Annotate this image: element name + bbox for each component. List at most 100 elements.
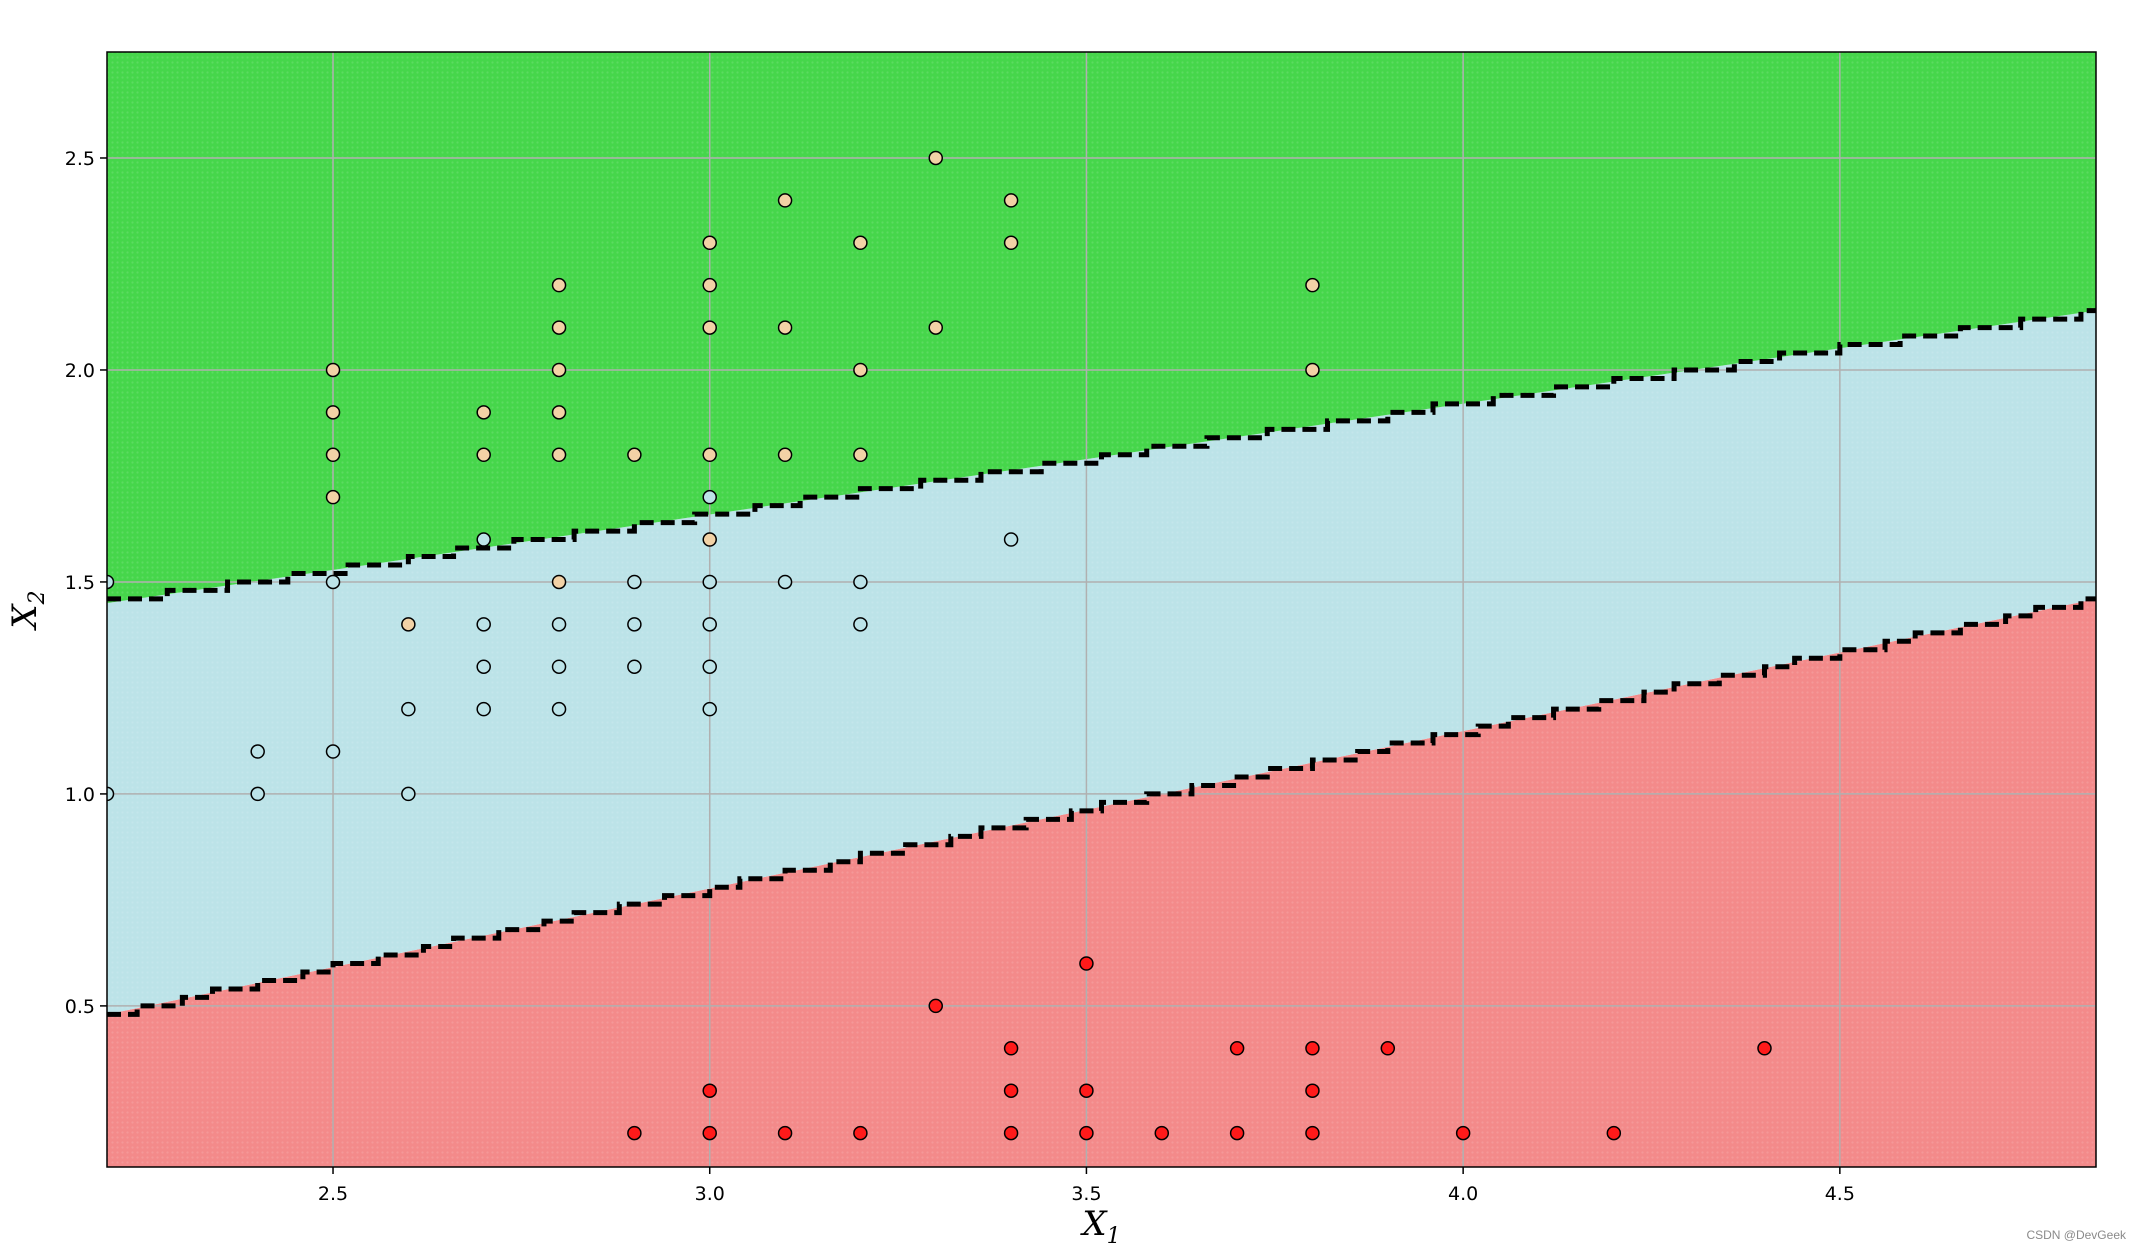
setosa-point — [1154, 1125, 1170, 1141]
virginica-point — [853, 235, 868, 251]
virginica-point — [853, 362, 868, 378]
mesh-texture — [107, 52, 2096, 1167]
plot-area — [107, 52, 2096, 1182]
virginica-point — [853, 447, 868, 463]
versicolor-point — [551, 617, 567, 632]
virginica-point — [1003, 193, 1019, 208]
versicolor-point — [476, 701, 491, 717]
x-tick-label: 2.5 — [318, 1183, 348, 1205]
virginica-point — [325, 405, 341, 420]
versicolor-point — [1003, 532, 1019, 547]
virginica-point — [702, 320, 717, 335]
setosa-point — [1305, 1125, 1320, 1141]
lower-boundary — [107, 596, 2096, 1017]
versicolor-point — [853, 574, 868, 590]
setosa-point — [928, 998, 943, 1014]
virginica-point — [1305, 277, 1320, 293]
setosa-point — [853, 1125, 868, 1141]
setosa-point — [777, 1125, 793, 1141]
versicolor-point — [702, 574, 717, 590]
virginica-point — [928, 150, 943, 166]
setosa-point — [1229, 1041, 1245, 1056]
setosa-point — [1455, 1125, 1471, 1141]
setosa-point — [1003, 1125, 1019, 1141]
y-axis-label: X2 — [5, 590, 50, 631]
versicolor-point — [702, 659, 717, 674]
versicolor-point — [702, 701, 717, 717]
virginica-point — [476, 447, 491, 463]
virginica-point — [928, 320, 943, 335]
versicolor-point — [551, 659, 567, 674]
versicolor-point — [627, 659, 642, 674]
virginica-point — [476, 405, 491, 420]
virginica-point — [627, 447, 642, 463]
setosa-point — [1606, 1125, 1622, 1141]
setosa-point — [627, 1125, 642, 1141]
virginica-point — [777, 447, 793, 463]
virginica-point — [551, 362, 567, 378]
versicolor-point — [777, 574, 793, 590]
x-tick-label: 3.0 — [695, 1183, 725, 1205]
virginica-point — [551, 277, 567, 293]
virginica-point — [551, 320, 567, 335]
virginica-point — [551, 405, 567, 420]
setosa-point — [1305, 1041, 1320, 1056]
virginica-point — [325, 489, 341, 505]
versicolor-point — [401, 701, 416, 717]
versicolor-point — [325, 744, 341, 759]
y-tick-label: 0.5 — [65, 996, 95, 1018]
x-tick-label: 3.5 — [1071, 1183, 1101, 1205]
decision-boundaries — [107, 308, 2096, 1017]
scatter-points — [107, 150, 1772, 1182]
setosa-point — [1229, 1125, 1245, 1141]
versicolor-point — [325, 574, 341, 590]
setosa-point — [702, 1083, 717, 1098]
setosa-point — [1380, 1041, 1396, 1056]
y-tick-label: 2.5 — [65, 148, 95, 170]
versicolor-point — [551, 701, 567, 717]
setosa-point — [779, 1169, 792, 1182]
virginica-point — [702, 447, 717, 463]
setosa-point — [1305, 1083, 1320, 1098]
versicolor-point — [401, 786, 416, 802]
virginica-point — [702, 532, 717, 547]
y-tick-label: 2.0 — [65, 360, 95, 382]
virginica-point — [401, 617, 416, 632]
setosa-point — [1155, 1169, 1168, 1182]
x-tick-label: 4.0 — [1448, 1183, 1478, 1205]
virginica-point — [702, 277, 717, 293]
setosa-point — [1079, 956, 1094, 971]
virginica-point — [1003, 235, 1019, 251]
versicolor-point — [250, 744, 265, 759]
setosa-point — [1079, 1125, 1094, 1141]
virginica-point — [777, 193, 793, 208]
virginica-point — [325, 447, 341, 463]
axis-ticks: 2.5 3.0 3.5 4.0 4.5 0.5 1.0 1.5 2.0 2.5 — [65, 148, 1855, 1205]
versicolor-point — [702, 617, 717, 632]
upper-boundary — [107, 308, 2096, 602]
virginica-point — [325, 362, 341, 378]
y-tick-label: 1.0 — [65, 784, 95, 806]
grid — [107, 52, 2096, 1167]
setosa-point — [1079, 1083, 1094, 1098]
virginica-point — [551, 447, 567, 463]
versicolor-point — [107, 574, 115, 590]
versicolor-point — [853, 617, 868, 632]
versicolor-point — [250, 786, 265, 802]
virginica-point — [551, 574, 567, 590]
setosa-point — [1003, 1041, 1019, 1056]
virginica-point — [777, 320, 793, 335]
x-axis-label: X1 — [1079, 1204, 1120, 1249]
setosa-point — [1532, 1169, 1545, 1182]
versicolor-point — [627, 574, 642, 590]
versicolor-point — [107, 786, 115, 802]
setosa-point — [1003, 1083, 1019, 1098]
versicolor-point — [702, 489, 717, 505]
virginica-point — [702, 235, 717, 251]
virginica-point — [1305, 362, 1320, 378]
versicolor-point — [476, 659, 491, 674]
setosa-point — [1757, 1041, 1772, 1056]
versicolor-point — [476, 617, 491, 632]
watermark: CSDN @DevGeek — [2026, 1228, 2126, 1242]
x-tick-label: 4.5 — [1825, 1183, 1855, 1205]
